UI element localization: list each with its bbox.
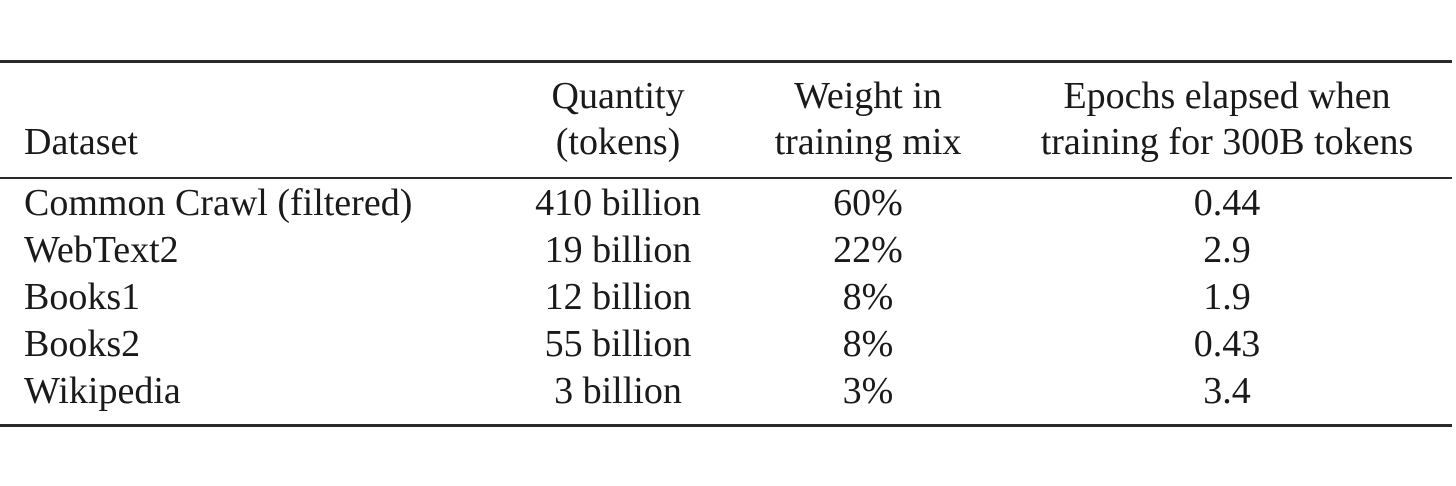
cell-quantity: 55 billion bbox=[544, 323, 692, 365]
header-row: Dataset Quantity (tokens) Weight in trai… bbox=[0, 63, 1452, 177]
cell-dataset: Common Crawl (filtered) bbox=[24, 182, 413, 224]
header-epochs-line2: training for 300B tokens bbox=[1040, 121, 1414, 163]
header-weight-line2: training mix bbox=[774, 121, 962, 163]
table-row: WebText2 19 billion 22% 2.9 bbox=[0, 226, 1452, 273]
cell-dataset: Wikipedia bbox=[24, 370, 181, 412]
dataset-table: Dataset Quantity (tokens) Weight in trai… bbox=[0, 63, 1452, 424]
cell-weight: 3% bbox=[842, 370, 894, 412]
cell-weight: 8% bbox=[842, 276, 894, 318]
header-weight: Weight in training mix bbox=[734, 63, 1002, 177]
table-row: Books2 55 billion 8% 0.43 bbox=[0, 320, 1452, 367]
header-quantity: Quantity (tokens) bbox=[502, 63, 734, 177]
header-epochs: Epochs elapsed when training for 300B to… bbox=[1002, 63, 1452, 177]
header-quantity-line2: (tokens) bbox=[555, 121, 681, 163]
cell-quantity: 3 billion bbox=[554, 370, 682, 412]
cell-quantity: 410 billion bbox=[535, 182, 701, 224]
cell-quantity: 19 billion bbox=[544, 229, 692, 271]
table-body: Common Crawl (filtered) 410 billion 60% … bbox=[0, 177, 1452, 424]
cell-weight: 22% bbox=[833, 229, 903, 271]
cell-dataset: WebText2 bbox=[24, 229, 179, 271]
cell-weight: 60% bbox=[833, 182, 903, 224]
cell-epochs: 2.9 bbox=[1203, 229, 1251, 271]
cell-epochs: 3.4 bbox=[1203, 370, 1251, 412]
header-dataset: Dataset bbox=[0, 63, 502, 177]
header-quantity-line1: Quantity bbox=[551, 75, 685, 117]
cell-epochs: 0.44 bbox=[1193, 182, 1261, 224]
header-epochs-line1: Epochs elapsed when bbox=[1063, 75, 1391, 117]
table-header: Dataset Quantity (tokens) Weight in trai… bbox=[0, 63, 1452, 177]
table-row: Wikipedia 3 billion 3% 3.4 bbox=[0, 367, 1452, 424]
cell-dataset: Books1 bbox=[24, 276, 141, 318]
header-weight-line1: Weight in bbox=[794, 75, 942, 117]
table-top-rule bbox=[0, 60, 1452, 63]
cell-quantity: 12 billion bbox=[544, 276, 692, 318]
table-row: Common Crawl (filtered) 410 billion 60% … bbox=[0, 179, 1452, 226]
table-row: Books1 12 billion 8% 1.9 bbox=[0, 273, 1452, 320]
dataset-table-container: Dataset Quantity (tokens) Weight in trai… bbox=[0, 60, 1452, 427]
table-bottom-rule bbox=[0, 424, 1452, 427]
cell-epochs: 0.43 bbox=[1193, 323, 1261, 365]
cell-weight: 8% bbox=[842, 323, 894, 365]
table-mid-rule bbox=[0, 177, 1452, 179]
header-dataset-label: Dataset bbox=[24, 121, 138, 163]
cell-dataset: Books2 bbox=[24, 323, 141, 365]
cell-epochs: 1.9 bbox=[1203, 276, 1251, 318]
